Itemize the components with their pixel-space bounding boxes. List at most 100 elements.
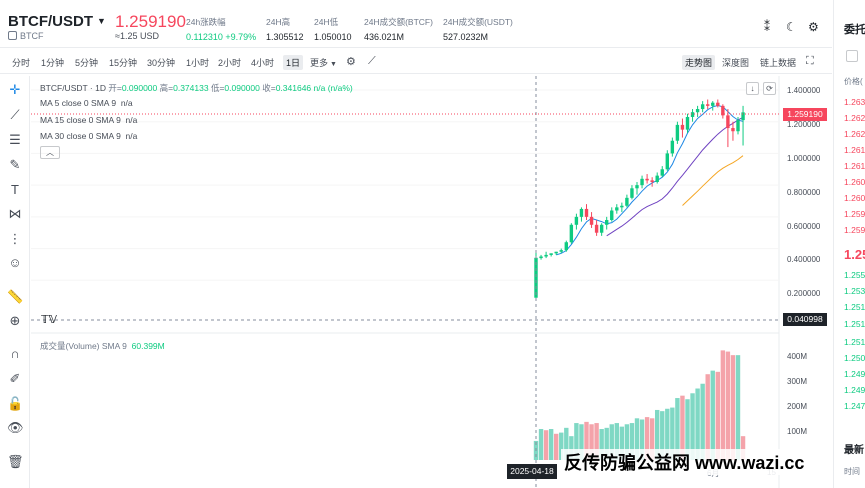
volume-bar xyxy=(675,398,680,460)
candle-body xyxy=(690,112,695,117)
lock-drawing-icon[interactable]: ✐ xyxy=(9,371,21,386)
ma5-label: MA 5 close 0 SMA 9 xyxy=(40,98,117,108)
ask-row[interactable]: 1.2613 xyxy=(844,161,865,171)
layout-icon[interactable]: ⁑ xyxy=(764,20,770,34)
timeframe-more-label: 更多 xyxy=(310,58,329,68)
candle-body xyxy=(574,216,579,225)
volume-bar xyxy=(715,371,720,460)
bid-row[interactable]: 1.2490 xyxy=(844,385,865,395)
fullscreen-icon[interactable]: ⛶ xyxy=(806,55,814,67)
pair-selector[interactable]: BTCF/USDT ▼ xyxy=(8,13,106,30)
bid-row[interactable]: 1.249 xyxy=(844,369,865,379)
refresh-icon[interactable]: ⟳ xyxy=(763,82,776,95)
ask-row[interactable]: 1.2597 xyxy=(844,209,865,219)
bid-row[interactable]: 1.2479 xyxy=(844,401,865,411)
legend-open: 0.090000 xyxy=(121,83,158,93)
timeframe-5m[interactable]: 5分钟 xyxy=(75,58,99,68)
watermark-text: 反传防骗公益网 www.wazi.cc xyxy=(561,449,808,475)
crosshair-price-tag: 0.040998 xyxy=(783,313,827,326)
candle-body xyxy=(589,216,594,225)
candle-body xyxy=(660,169,664,176)
timeframe-1d[interactable]: 1日 xyxy=(283,55,304,70)
volume-bar xyxy=(735,355,741,460)
volume-bar xyxy=(644,417,650,460)
ma5-legend[interactable]: MA 5 close 0 SMA 9 n/a xyxy=(40,98,133,108)
ask-row[interactable]: 1.2600 xyxy=(844,193,865,203)
ask-row[interactable]: 1.259 xyxy=(844,225,865,235)
view-onchain[interactable]: 链上数据 xyxy=(760,58,797,68)
candle-body xyxy=(549,253,553,255)
ask-row[interactable]: 1.2617 xyxy=(844,145,865,155)
volume-bar xyxy=(604,427,609,460)
indicator-icon[interactable]: ⟋ xyxy=(368,55,376,67)
bid-row[interactable]: 1.2513 xyxy=(844,337,865,347)
volume-bar xyxy=(584,421,589,460)
trendline-icon[interactable]: ⟋ xyxy=(10,107,20,122)
eye-icon[interactable]: 👁 xyxy=(7,420,24,435)
text-icon[interactable]: T xyxy=(11,182,19,197)
timeframe-30m[interactable]: 30分钟 xyxy=(147,58,176,68)
volume-bar xyxy=(665,408,670,460)
bid-row[interactable]: 1.2556 xyxy=(844,270,865,280)
moon-icon[interactable]: ☾ xyxy=(786,20,797,34)
timeframe-more[interactable]: 更多 ▼ xyxy=(310,56,337,69)
timeframe-4h[interactable]: 4小时 xyxy=(251,58,275,68)
ma30-label: MA 30 close 0 SMA 9 xyxy=(40,131,121,141)
caret-down-icon: ▼ xyxy=(97,16,106,26)
collapse-legend-button[interactable]: ︿ xyxy=(40,146,60,159)
order-book-panel: 委托 价格( 1.2630 1.2629 1.2624 1.2617 1.261… xyxy=(833,0,865,488)
fib-icon[interactable]: ⋮ xyxy=(8,231,22,246)
ma15-legend[interactable]: MA 15 close 0 SMA 9 n/a xyxy=(40,115,137,125)
unlock-icon[interactable]: 🔓 xyxy=(7,396,24,411)
ask-row[interactable]: 1.2604 xyxy=(844,177,865,187)
volume-bar xyxy=(660,411,665,460)
bid-row[interactable]: 1.2510 xyxy=(844,319,865,329)
order-book-price-header: 价格( xyxy=(844,77,863,86)
volume-bar xyxy=(538,429,544,460)
view-chart[interactable]: 走势图 xyxy=(682,55,716,70)
trash-icon[interactable]: 🗑 xyxy=(7,454,24,469)
legend-close: 0.341646 xyxy=(275,83,312,93)
timeframe-15m[interactable]: 15分钟 xyxy=(109,58,138,68)
bid-row[interactable]: 1.2533 xyxy=(844,286,865,296)
ma30-legend[interactable]: MA 30 close 0 SMA 9 n/a xyxy=(40,131,137,141)
bid-row[interactable]: 1.2514 xyxy=(844,302,865,312)
volume-bar xyxy=(548,429,554,460)
emoji-icon[interactable]: ☺ xyxy=(8,255,22,270)
ask-row[interactable]: 1.2624 xyxy=(844,129,865,139)
order-book-view-toggle[interactable] xyxy=(846,50,858,62)
pair-tag-label: BTCF xyxy=(20,31,44,41)
settings-icon[interactable]: ⚙ xyxy=(346,56,356,68)
timeframe-tick[interactable]: 分时 xyxy=(12,58,31,68)
ask-row[interactable]: 1.2629 xyxy=(844,113,865,123)
ask-row[interactable]: 1.2630 xyxy=(844,97,865,107)
price-axis-label: 0.600000 xyxy=(787,222,821,231)
ruler-icon[interactable]: 📏 xyxy=(7,289,24,304)
ma15-label: MA 15 close 0 SMA 9 xyxy=(40,115,121,125)
view-depth[interactable]: 深度图 xyxy=(722,58,750,68)
stat-value-low: 1.050010 xyxy=(314,32,352,42)
timeframe-1m[interactable]: 1分钟 xyxy=(41,58,65,68)
timeframe-2h[interactable]: 2小时 xyxy=(218,58,242,68)
timeframe-1h[interactable]: 1小时 xyxy=(186,58,210,68)
pattern-icon[interactable]: ⋈ xyxy=(8,206,22,221)
brush-icon[interactable]: ✎ xyxy=(9,157,21,172)
gear-icon[interactable]: ⚙ xyxy=(808,20,819,34)
candle-body xyxy=(706,104,710,106)
volume-legend[interactable]: 成交量(Volume) SMA 9 60.399M xyxy=(40,340,165,352)
volume-bar xyxy=(614,423,619,460)
volume-bar xyxy=(649,418,655,460)
candle-body xyxy=(726,115,730,129)
candle-body xyxy=(736,120,740,132)
bid-row[interactable]: 1.2500 xyxy=(844,353,865,363)
tradingview-logo: 𝕋𝕍 xyxy=(41,314,58,326)
magnet-icon[interactable]: ∩ xyxy=(10,346,20,361)
price-chart[interactable]: BTCF/USDT · 1D 开=0.090000 高=0.374133 低=0… xyxy=(31,76,832,488)
candle-body xyxy=(670,140,675,154)
chart-canvas[interactable] xyxy=(31,76,832,488)
zoom-in-icon[interactable]: ⊕ xyxy=(9,313,21,328)
crosshair-icon[interactable]: ✛ xyxy=(9,82,21,97)
horizontal-lines-icon[interactable]: ☰ xyxy=(9,132,21,147)
download-icon[interactable]: ↓ xyxy=(746,82,759,95)
candle-body xyxy=(559,250,563,252)
